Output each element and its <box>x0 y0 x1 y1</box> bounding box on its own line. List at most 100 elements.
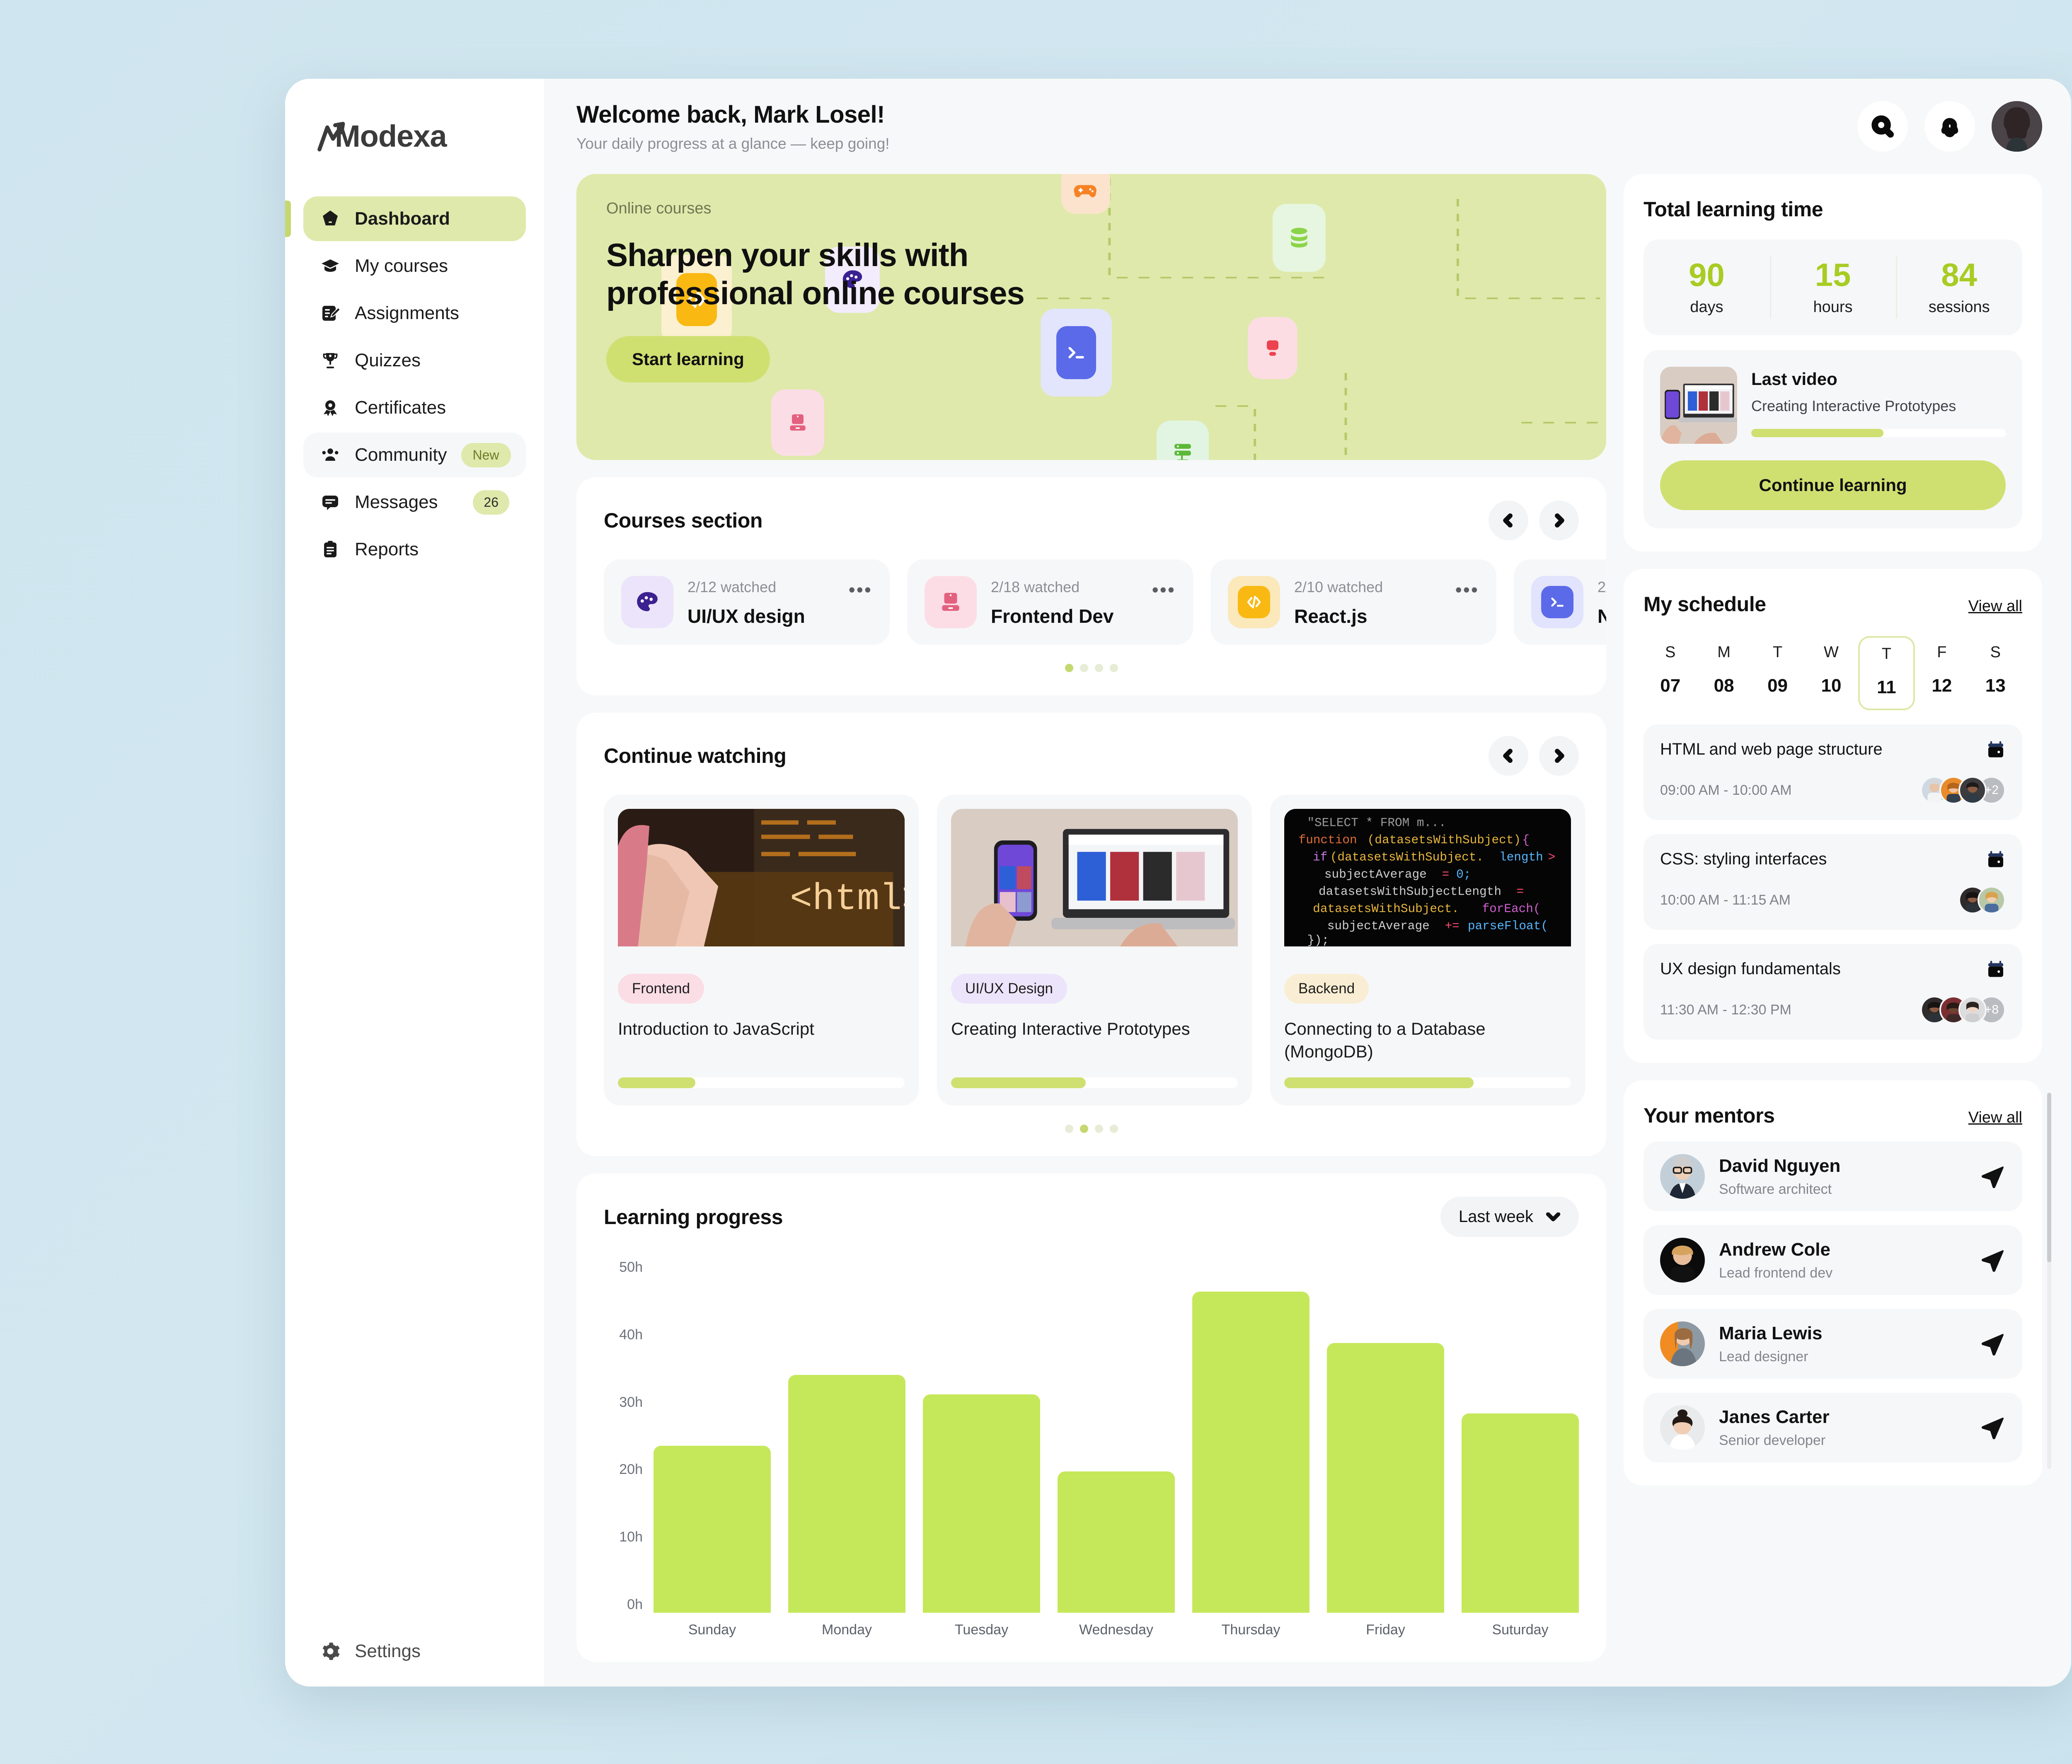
mentor-row[interactable]: Andrew Cole Lead frontend dev <box>1644 1225 2022 1295</box>
bell-icon <box>1941 118 1958 138</box>
svg-text:length: length <box>1499 851 1543 864</box>
continue-watching-card[interactable]: <html> Frontend Introduction to JavaScri… <box>604 795 919 1106</box>
pagination-dot[interactable] <box>1109 664 1118 672</box>
x-tick-label: Thursday <box>1221 1622 1280 1638</box>
mentors-card: Your mentors View all David Nguyen Softw… <box>1624 1080 2051 1486</box>
pagination-dot[interactable] <box>1094 664 1103 672</box>
course-icon-tile <box>1531 576 1583 628</box>
send-message-icon[interactable] <box>1978 1246 2006 1274</box>
event-attendees[interactable] <box>1958 886 2006 914</box>
mentor-row[interactable]: Janes Carter Senior developer <box>1644 1393 2022 1462</box>
svg-text:subjectAverage: subjectAverage <box>1324 868 1427 881</box>
mentors-view-all-link[interactable]: View all <box>1968 1109 2022 1126</box>
week-day[interactable]: T 11 <box>1858 636 1915 710</box>
chart-bar <box>788 1375 905 1613</box>
course-more-options-button[interactable]: ••• <box>848 579 872 600</box>
week-day[interactable]: S 07 <box>1644 636 1697 710</box>
y-tick-label: 40h <box>619 1326 643 1343</box>
send-message-icon[interactable] <box>1978 1163 2006 1190</box>
pagination-dot[interactable] <box>1080 1125 1088 1133</box>
courses-prev-button[interactable] <box>1489 501 1528 540</box>
avatar[interactable] <box>1992 101 2042 152</box>
time-range-value: Last week <box>1458 1207 1533 1226</box>
send-message-icon[interactable] <box>1978 1330 2006 1357</box>
mentor-info: Andrew Cole Lead frontend dev <box>1719 1239 1832 1281</box>
week-day-number: 11 <box>1877 677 1896 697</box>
continue-watching-header: Continue watching <box>576 713 1606 776</box>
brand-logo[interactable]: Modexa <box>285 111 544 161</box>
course-watched-count: 2/12 watched <box>687 578 777 595</box>
pagination-dot[interactable] <box>1094 1125 1103 1133</box>
course-card[interactable]: 2/10 watched React.js ••• <box>1210 559 1496 645</box>
x-tick-label: Sunday <box>688 1622 736 1638</box>
schedule-event[interactable]: UX design fundamentals 11:30 AM - 12:30 … <box>1644 944 2022 1040</box>
course-card[interactable]: 2/12 watched UI/UX design ••• <box>604 559 890 645</box>
graduation-cap-icon <box>320 256 341 276</box>
pagination-dot[interactable] <box>1080 664 1088 672</box>
week-day-picker[interactable]: S 07 M 08 T 09 W 10 T 11 F 12 S 13 <box>1644 636 2022 710</box>
mentors-scrollbar[interactable] <box>2047 1093 2051 1469</box>
mentor-row[interactable]: Maria Lewis Lead designer <box>1644 1309 2022 1379</box>
sidebar-item-quizzes[interactable]: Quizzes <box>303 338 526 383</box>
sidebar-item-my-courses[interactable]: My courses <box>303 244 526 288</box>
send-message-icon[interactable] <box>1978 1414 2006 1441</box>
continue-learning-button[interactable]: Continue learning <box>1660 460 2006 510</box>
course-thumbnail-hands-typing: <html> <box>618 809 905 958</box>
course-card[interactable]: 2/12 watched Node.js ••• <box>1514 559 1606 645</box>
courses-next-button[interactable] <box>1539 501 1579 540</box>
course-icon-tile <box>621 576 673 628</box>
svg-text:>: > <box>1548 851 1556 864</box>
people-icon <box>320 445 341 465</box>
continue-watching-pagination[interactable] <box>576 1125 1606 1133</box>
schedule-view-all-link[interactable]: View all <box>1968 598 2022 615</box>
sidebar-item-dashboard[interactable]: Dashboard <box>285 196 526 241</box>
course-more-options-button[interactable]: ••• <box>1455 579 1479 600</box>
sidebar-item-reports[interactable]: Reports <box>303 527 526 572</box>
notifications-button[interactable] <box>1924 101 1975 152</box>
sidebar-item-assignments[interactable]: Assignments <box>303 291 526 336</box>
schedule-event[interactable]: CSS: styling interfaces 10:00 AM - 11:15… <box>1644 834 2022 930</box>
week-day[interactable]: W 10 <box>1804 636 1858 710</box>
svg-text:+=: += <box>1445 920 1460 933</box>
sidebar-item-certificates[interactable]: Certificates <box>303 385 526 430</box>
course-card[interactable]: 2/18 watched Frontend Dev ••• <box>907 559 1193 645</box>
page-subtitle: Your daily progress at a glance — keep g… <box>576 135 890 152</box>
sidebar-item-label: Assignments <box>355 303 459 323</box>
pagination-dot[interactable] <box>1065 1125 1073 1133</box>
pagination-dot[interactable] <box>1065 664 1073 672</box>
mentor-name: Maria Lewis <box>1719 1323 1823 1343</box>
continue-watching-card[interactable]: "SELECT * FROM m... function (datasetsWit… <box>1270 795 1585 1106</box>
continue-watching-next-button[interactable] <box>1539 736 1579 776</box>
event-attendees[interactable]: +8 <box>1920 996 2006 1024</box>
mentor-row[interactable]: David Nguyen Software architect <box>1644 1142 2022 1211</box>
start-learning-button[interactable]: Start learning <box>606 336 770 383</box>
time-range-select[interactable]: Last week <box>1440 1197 1579 1237</box>
week-day[interactable]: F 12 <box>1915 636 1968 710</box>
sidebar-item-community[interactable]: Community New <box>303 433 526 477</box>
week-day[interactable]: M 08 <box>1697 636 1750 710</box>
continue-watching-title: Continue watching <box>604 744 787 767</box>
sidebar-item-settings[interactable]: Settings <box>285 1641 544 1662</box>
pagination-dot[interactable] <box>1109 1125 1118 1133</box>
course-name: Node.js <box>1598 605 1606 627</box>
course-progress-bar <box>618 1077 905 1088</box>
courses-pagination[interactable] <box>576 664 1606 672</box>
courses-carousel[interactable]: 2/12 watched UI/UX design ••• <box>576 540 1606 645</box>
event-attendees[interactable]: +2 <box>1920 776 2006 804</box>
week-day[interactable]: S 13 <box>1969 636 2022 710</box>
search-button[interactable] <box>1857 101 1908 152</box>
week-day[interactable]: T 09 <box>1751 636 1804 710</box>
stat-sessions: 84 sessions <box>1896 256 2022 319</box>
continue-watching-card[interactable]: UI/UX Design Creating Interactive Protot… <box>937 795 1252 1106</box>
sidebar-item-messages[interactable]: Messages 26 <box>303 480 526 525</box>
right-column: Total learning time 90 days 15 hours 84 <box>1624 174 2051 1662</box>
top-bar-actions <box>1857 101 2042 152</box>
continue-watching-carousel[interactable]: <html> Frontend Introduction to JavaScri… <box>576 776 1606 1106</box>
sidebar-item-label: Community <box>355 445 447 465</box>
svg-text:datasetsWithSubjectLength: datasetsWithSubjectLength <box>1319 885 1501 899</box>
schedule-event[interactable]: HTML and web page structure 09:00 AM - 1… <box>1644 724 2022 820</box>
event-title: UX design fundamentals <box>1660 960 1841 978</box>
course-more-options-button[interactable]: ••• <box>1152 579 1176 600</box>
laptop-icon <box>942 593 959 611</box>
continue-watching-prev-button[interactable] <box>1489 736 1528 776</box>
